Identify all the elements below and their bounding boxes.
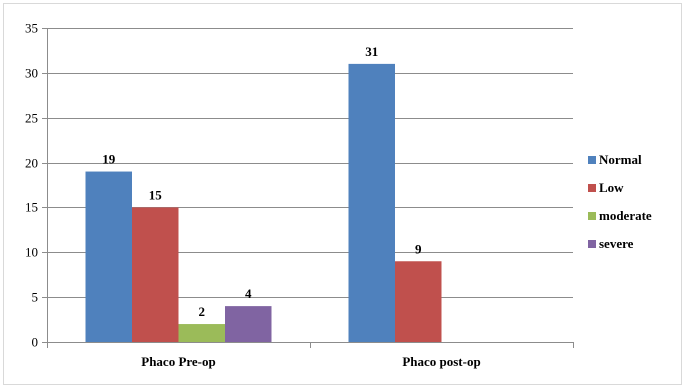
bar-severe-0 [225, 306, 272, 342]
y-tick-label: 5 [32, 290, 39, 305]
y-tick-label: 30 [25, 66, 38, 81]
legend-swatch [588, 212, 596, 220]
x-category-label: Phaco Pre-op [141, 354, 216, 369]
legend-swatch [588, 240, 596, 248]
data-label: 15 [149, 187, 163, 202]
bar-low-0 [132, 207, 179, 342]
x-category-label: Phaco post-op [402, 354, 480, 369]
legend-label: Low [599, 180, 624, 195]
legend-swatch [588, 184, 596, 192]
y-tick-label: 35 [25, 21, 38, 36]
legend-label: moderate [599, 208, 652, 223]
y-axis-ticks: 0 5 10 15 20 25 30 35 [25, 21, 47, 350]
legend: Normal Low moderate severe [588, 152, 652, 251]
bar-moderate-0 [178, 324, 225, 342]
legend-label: Normal [599, 152, 642, 167]
data-label: 19 [102, 152, 116, 167]
data-label: 31 [365, 44, 378, 59]
bar-normal-0 [85, 171, 132, 342]
data-label: 4 [245, 286, 252, 301]
legend-swatch [588, 156, 596, 164]
y-tick-label: 10 [25, 245, 38, 260]
bars [85, 63, 442, 343]
y-tick-label: 20 [25, 156, 38, 171]
axes [47, 28, 574, 348]
data-label: 9 [415, 241, 422, 256]
data-label: 2 [199, 304, 206, 319]
x-axis-categories: Phaco Pre-op Phaco post-op [141, 354, 480, 369]
y-tick-label: 0 [32, 335, 39, 350]
bar-normal-1 [348, 63, 395, 343]
y-tick-label: 25 [25, 111, 38, 126]
y-tick-label: 15 [25, 200, 38, 215]
bar-low-1 [395, 261, 442, 342]
data-labels: 19 15 2 4 31 9 [102, 44, 422, 319]
legend-label: severe [599, 236, 634, 251]
